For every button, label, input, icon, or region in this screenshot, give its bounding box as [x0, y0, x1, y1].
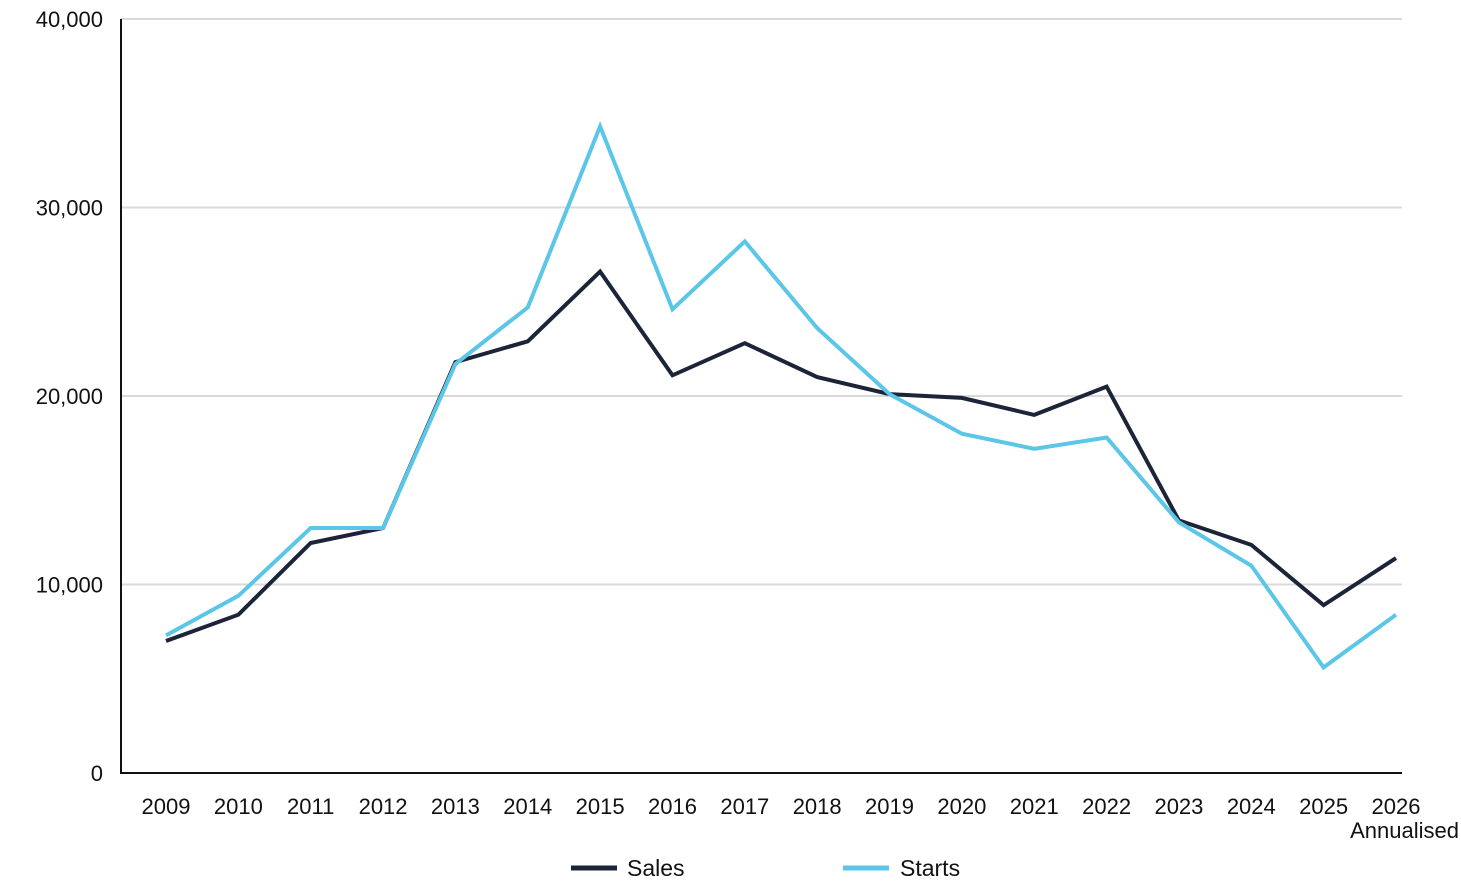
y-tick-label: 40,000 [36, 7, 103, 32]
x-tick-label: 2012 [359, 794, 408, 819]
x-tick-label: 2015 [576, 794, 625, 819]
x-tick-label: 2025 [1299, 794, 1348, 819]
x-tick-label: 2013 [431, 794, 480, 819]
legend-label: Sales [627, 855, 685, 881]
x-tick-label: 2014 [503, 794, 552, 819]
axes [120, 19, 1402, 774]
series-line-sales [165, 268, 1398, 643]
legend-label: Starts [900, 855, 960, 881]
x-tick-label: 2020 [937, 794, 986, 819]
x-tick-label: 2010 [214, 794, 263, 819]
legend-item-starts: Starts [843, 855, 960, 881]
x-tick-label: 2016 [648, 794, 697, 819]
x-tick-label: 2024 [1227, 794, 1276, 819]
x-tick-labels: 2009 2010 2011 2012 2013 2014 2015 2016 2017 2018… [142, 794, 1459, 843]
y-tick-labels: 0 10,000 20,000 30,000 40,000 [36, 7, 103, 786]
y-tick-label: 10,000 [36, 573, 103, 598]
legend-item-sales: Sales [571, 855, 685, 881]
x-tick-label: 2022 [1082, 794, 1131, 819]
y-tick-label: 30,000 [36, 196, 103, 221]
x-tick-label: 2009 [142, 794, 191, 819]
x-tick-label: 2019 [865, 794, 914, 819]
x-tick-label: 2023 [1154, 794, 1203, 819]
series-points-sales [165, 271, 1397, 642]
legend: Sales Starts [571, 855, 960, 881]
x-tick-label: 2026 [1372, 794, 1421, 819]
y-tick-label: 0 [91, 761, 103, 786]
gridlines [121, 18, 1402, 586]
y-tick-label: 20,000 [36, 384, 103, 409]
x-tick-label: 2021 [1010, 794, 1059, 819]
series-line-starts [165, 120, 1398, 671]
x-tick-label: 2018 [793, 794, 842, 819]
series-lines [165, 120, 1398, 671]
x-tick-label: 2017 [720, 794, 769, 819]
series-points-starts [165, 126, 1397, 668]
x-tick-sublabel: Annualised [1350, 818, 1459, 843]
x-tick-label: 2011 [287, 794, 334, 819]
